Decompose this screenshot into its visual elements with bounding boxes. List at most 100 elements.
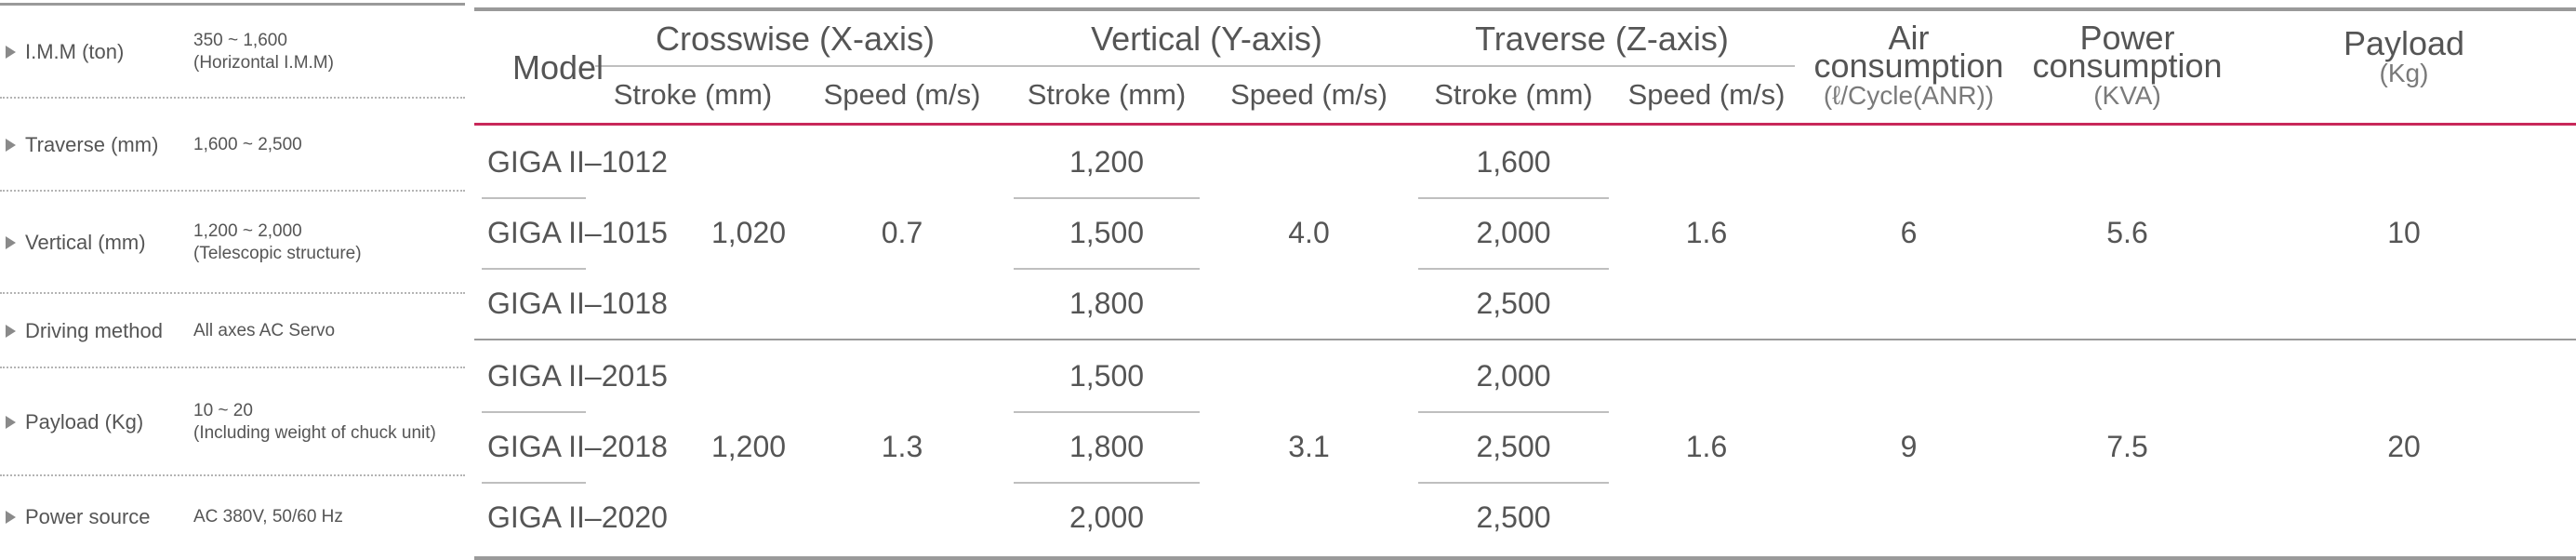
table-bottom-rule	[474, 556, 2576, 560]
bullet-triangle-icon	[6, 325, 16, 338]
model-name: GIGA II–2018	[487, 429, 668, 463]
z-stroke-value: 2,500	[1476, 500, 1551, 534]
spec-label-text: Traverse (mm)	[25, 133, 159, 156]
spec-row: Vertical (mm) 1,200 ~ 2,000 (Telescopic st…	[0, 192, 465, 294]
spec-label: Payload (Kg)	[0, 410, 193, 434]
air-value: 6	[1900, 215, 1918, 249]
row-divider-y	[1014, 482, 1200, 484]
row-divider-model	[482, 411, 586, 413]
spec-row: Driving method All axes AC Servo	[0, 294, 465, 368]
header-z-speed: Speed (m/s)	[1627, 78, 1786, 111]
header-accent-rule	[474, 123, 2576, 126]
spec-label: Driving method	[0, 319, 193, 343]
x-speed-value: 0.7	[881, 215, 923, 249]
z-stroke-value: 2,000	[1476, 358, 1551, 393]
header-x-speed: Speed (m/s)	[823, 78, 981, 111]
header-y-speed: Speed (m/s)	[1230, 78, 1388, 111]
spec-divider	[0, 292, 465, 294]
bullet-triangle-icon	[6, 236, 16, 249]
spec-value: 1,200 ~ 2,000 (Telescopic structure)	[193, 220, 362, 265]
header-air: Air consumption (ℓ/Cycle(ANR))	[1795, 13, 2023, 123]
spec-divider	[0, 97, 465, 99]
bullet-triangle-icon	[6, 511, 16, 524]
z-stroke-value: 1,600	[1476, 144, 1551, 179]
model-spec-table: Model Crosswise (X-axis) Vertical (Y-axis)…	[474, 7, 2576, 560]
header-power-line: consumption	[2032, 47, 2223, 85]
group-divider	[474, 339, 2576, 340]
header-air-line: consumption	[1813, 47, 2004, 85]
model-name: GIGA II–1015	[487, 215, 668, 249]
spec-label: Vertical (mm)	[0, 231, 193, 255]
y-stroke-value: 1,800	[1069, 429, 1145, 463]
spec-value: 1,600 ~ 2,500	[193, 134, 302, 156]
group-rule-y	[1004, 65, 1409, 67]
row-divider-z	[1418, 411, 1609, 413]
x-stroke-value: 1,200	[710, 429, 787, 463]
header-power-unit: (KVA)	[2093, 81, 2161, 110]
header-model: Model	[511, 48, 604, 87]
spec-value-line: AC 380V, 50/60 Hz	[193, 507, 343, 527]
spec-top-rule	[0, 3, 465, 6]
payload-value: 20	[2387, 429, 2421, 463]
model-name: GIGA II–2015	[487, 358, 668, 393]
z-speed-value: 1.6	[1685, 429, 1728, 463]
power-value: 7.5	[2106, 429, 2148, 463]
x-stroke-value: 1,020	[710, 215, 787, 249]
group-rule-z	[1409, 65, 1795, 67]
row-divider-z	[1418, 268, 1609, 270]
spec-label-text: I.M.M (ton)	[25, 40, 125, 63]
z-stroke-value: 2,500	[1476, 429, 1551, 463]
spec-value-line: All axes AC Servo	[193, 321, 336, 340]
header-traverse: Traverse (Z-axis)	[1475, 20, 1729, 58]
row-divider-model	[482, 268, 586, 270]
model-name: GIGA II–2020	[487, 500, 668, 534]
header-z-stroke: Stroke (mm)	[1434, 78, 1593, 111]
bullet-triangle-icon	[6, 46, 16, 59]
z-stroke-value: 2,000	[1476, 215, 1551, 249]
header-y-stroke: Stroke (mm)	[1027, 78, 1187, 111]
spec-label: Power source	[0, 505, 193, 529]
z-stroke-value: 2,500	[1476, 286, 1551, 320]
spec-divider	[0, 190, 465, 192]
air-value: 9	[1900, 429, 1918, 463]
spec-row: Traverse (mm) 1,600 ~ 2,500	[0, 99, 465, 192]
spec-value-line: (Including weight of chuck unit)	[193, 423, 436, 443]
header-crosswise: Crosswise (X-axis)	[655, 20, 936, 58]
model-name: GIGA II–1018	[487, 286, 668, 320]
header-vertical: Vertical (Y-axis)	[1091, 20, 1322, 58]
spec-value-line: (Telescopic structure)	[193, 244, 362, 263]
z-speed-value: 1.6	[1685, 215, 1728, 249]
header-power: Power consumption (KVA)	[2023, 13, 2232, 123]
spec-label-text: Vertical (mm)	[25, 231, 146, 254]
spec-summary-panel: I.M.M (ton) 350 ~ 1,600 (Horizontal I.M.M)…	[0, 0, 465, 558]
y-stroke-value: 1,500	[1069, 215, 1145, 249]
header-payload-unit: (Kg)	[2379, 59, 2429, 87]
spec-row: Power source AC 380V, 50/60 Hz	[0, 476, 465, 558]
bullet-triangle-icon	[6, 416, 16, 429]
row-divider-model	[482, 197, 586, 199]
header-x-stroke: Stroke (mm)	[613, 78, 773, 111]
header-power-line: Power	[2079, 19, 2175, 57]
spec-label: I.M.M (ton)	[0, 40, 193, 64]
spec-value-line: 1,200 ~ 2,000	[193, 221, 302, 241]
x-speed-value: 1.3	[881, 429, 923, 463]
header-air-unit: (ℓ/Cycle(ANR))	[1823, 81, 1995, 110]
row-divider-z	[1418, 197, 1609, 199]
payload-value: 10	[2387, 215, 2421, 249]
bullet-triangle-icon	[6, 139, 16, 152]
group-rule-x	[595, 65, 1004, 67]
table-top-rule	[474, 7, 2576, 11]
header-payload-line: Payload	[2343, 24, 2465, 62]
spec-row: Payload (Kg) 10 ~ 20 (Including weight of …	[0, 368, 465, 476]
spec-value: All axes AC Servo	[193, 320, 335, 342]
spec-divider	[0, 367, 465, 368]
spec-row: I.M.M (ton) 350 ~ 1,600 (Horizontal I.M.M)	[0, 6, 465, 99]
spec-label-text: Driving method	[25, 319, 163, 342]
row-divider-z	[1418, 482, 1609, 484]
spec-value-line: 1,600 ~ 2,500	[193, 135, 302, 154]
spec-value: AC 380V, 50/60 Hz	[193, 506, 343, 528]
spec-divider	[0, 474, 465, 476]
y-stroke-value: 2,000	[1069, 500, 1145, 534]
spec-label-text: Payload (Kg)	[25, 410, 144, 433]
power-value: 5.6	[2106, 215, 2148, 249]
